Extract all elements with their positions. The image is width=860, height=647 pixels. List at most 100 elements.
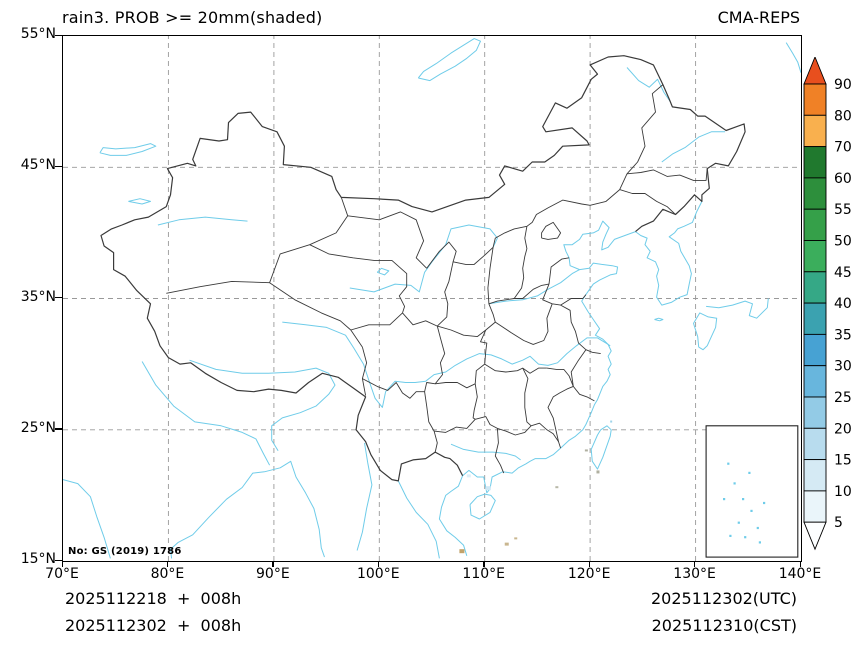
province-boundary bbox=[347, 211, 428, 269]
x-tick-label: 100°E bbox=[356, 566, 400, 582]
province-boundary bbox=[541, 221, 562, 240]
map-speck bbox=[610, 420, 613, 423]
water-line bbox=[469, 493, 496, 520]
y-tick-label: 25°N bbox=[20, 419, 56, 436]
water-line bbox=[661, 131, 726, 163]
province-boundary bbox=[488, 303, 553, 345]
probability-colorbar: 90 80 70 60 55 50 45 40 35 30 25 20 15 10 5 bbox=[803, 57, 852, 551]
colorbar-tick-label: 90 bbox=[834, 77, 852, 93]
model-name-label: CMA-REPS bbox=[717, 8, 800, 27]
map-license-stamp: No: GS (2019) 1786 bbox=[68, 546, 182, 557]
colorbar-tick-label: 25 bbox=[834, 390, 852, 406]
colorbar-segment bbox=[803, 302, 827, 335]
colorbar-tick-label: 50 bbox=[834, 234, 852, 250]
colorbar-segment bbox=[803, 240, 827, 273]
inset-island-dot bbox=[737, 521, 740, 524]
province-boundary bbox=[166, 280, 270, 294]
colorbar-segment bbox=[803, 459, 827, 492]
colorbar-tick-label: 10 bbox=[834, 484, 852, 500]
province-boundary bbox=[269, 197, 349, 283]
water-line bbox=[706, 298, 769, 319]
x-tick-mark bbox=[377, 561, 380, 567]
province-boundary bbox=[269, 282, 363, 348]
province-boundary bbox=[546, 367, 574, 387]
province-boundary bbox=[309, 244, 408, 314]
run-time-cst-label: 2025112302 + 008h bbox=[65, 616, 242, 635]
map-speck bbox=[466, 474, 471, 478]
water-line bbox=[785, 42, 801, 73]
water-line bbox=[488, 269, 580, 305]
water-line bbox=[590, 425, 612, 470]
y-tick-mark bbox=[55, 165, 62, 168]
province-boundary bbox=[472, 383, 478, 420]
y-tick-mark bbox=[55, 559, 62, 561]
water-line bbox=[99, 143, 157, 156]
water-line bbox=[63, 479, 111, 559]
water-line bbox=[635, 201, 703, 306]
province-boundary bbox=[434, 416, 562, 449]
province-boundary bbox=[424, 391, 438, 453]
water-line bbox=[397, 480, 440, 559]
province-boundary bbox=[619, 84, 664, 190]
province-boundary bbox=[362, 378, 476, 399]
inset-island-dot bbox=[742, 498, 745, 501]
plot-title: rain3. PROB >= 20mm(shaded) bbox=[62, 8, 323, 27]
colorbar-segment bbox=[803, 333, 827, 367]
national-boundary bbox=[100, 55, 746, 482]
colorbar-tick-label: 20 bbox=[834, 421, 852, 437]
water-line bbox=[189, 359, 336, 452]
province-boundary bbox=[513, 226, 528, 299]
water-line bbox=[356, 442, 373, 551]
colorbar-segment bbox=[803, 365, 827, 398]
run-time-utc-label: 2025112218 + 008h bbox=[65, 589, 242, 608]
water-line bbox=[626, 67, 671, 102]
colorbar-segment bbox=[803, 490, 827, 523]
water-line bbox=[417, 38, 481, 82]
colorbar-tick-label: 5 bbox=[834, 515, 843, 531]
colorbar-tick-label: 70 bbox=[834, 140, 852, 156]
province-boundary bbox=[585, 349, 601, 355]
map-speck bbox=[514, 537, 518, 540]
colorbar-tick-label: 60 bbox=[834, 171, 852, 187]
colorbar-segment bbox=[803, 208, 827, 241]
province-boundary bbox=[402, 312, 438, 327]
water-line bbox=[141, 361, 271, 466]
x-tick-label: 130°E bbox=[673, 566, 716, 582]
province-boundary bbox=[522, 367, 532, 427]
map-speck bbox=[584, 449, 588, 452]
water-line bbox=[462, 220, 636, 494]
inset-frame bbox=[705, 425, 799, 558]
province-boundary bbox=[426, 189, 620, 269]
administrative-boundaries bbox=[100, 55, 746, 482]
map-speck bbox=[459, 549, 465, 554]
colorbar-segment bbox=[803, 396, 827, 429]
gridlines bbox=[63, 36, 801, 561]
colorbar-tick-label: 40 bbox=[834, 296, 852, 312]
province-boundary bbox=[484, 363, 547, 374]
x-tick-mark bbox=[61, 561, 63, 567]
valid-time-cst-label: 2025112310(CST) bbox=[651, 616, 797, 635]
province-boundary bbox=[350, 312, 403, 331]
province-boundary bbox=[542, 283, 587, 306]
inset-island-dot bbox=[758, 541, 761, 544]
x-tick-label: 110°E bbox=[462, 566, 506, 582]
x-tick-mark bbox=[272, 561, 274, 567]
colorbar-segment bbox=[803, 83, 827, 116]
water-line bbox=[128, 198, 151, 205]
province-boundary bbox=[626, 168, 708, 181]
y-tick-mark bbox=[55, 34, 62, 36]
x-tick-mark bbox=[694, 561, 696, 567]
x-tick-label: 80°E bbox=[150, 566, 185, 582]
x-tick-mark bbox=[588, 561, 590, 567]
inset-island-dot bbox=[763, 501, 766, 505]
y-tick-mark bbox=[55, 297, 62, 299]
y-tick-label: 15°N bbox=[20, 551, 56, 567]
inset-island-dot bbox=[744, 536, 747, 539]
colorbar-segment bbox=[803, 146, 827, 179]
inset-island-dot bbox=[723, 498, 726, 501]
colorbar-segment bbox=[803, 114, 827, 148]
y-tick-label: 35°N bbox=[20, 288, 56, 305]
map-speck bbox=[555, 486, 559, 489]
colorbar-segment bbox=[803, 177, 827, 210]
province-boundary bbox=[494, 428, 505, 474]
